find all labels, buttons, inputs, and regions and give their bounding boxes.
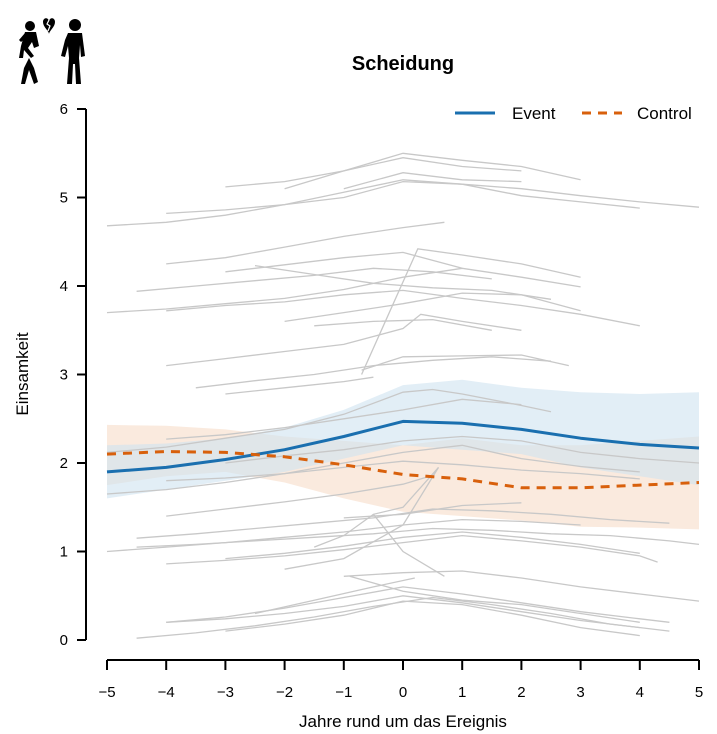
legend-control-label: Control <box>637 104 692 123</box>
trajectory-line <box>225 600 640 637</box>
x-tick-label: 5 <box>695 684 703 701</box>
x-axis-title: Jahre rund um das Ereignis <box>299 712 507 731</box>
y-tick-label: 4 <box>60 278 68 295</box>
series-lines <box>106 419 700 490</box>
trajectory-line <box>284 152 581 190</box>
trajectory-line <box>106 444 640 495</box>
y-tick-label: 1 <box>60 544 68 561</box>
x-tick-label: 4 <box>636 684 644 701</box>
trajectory-line <box>106 388 552 454</box>
trajectory-line <box>166 398 522 440</box>
trajectory-line <box>225 251 463 273</box>
trajectory-line <box>166 534 658 565</box>
divorce-couple-icon <box>19 18 85 84</box>
trajectory-line <box>136 267 492 292</box>
trajectory-line <box>284 292 581 323</box>
x-tick-label: 3 <box>576 684 584 701</box>
trajectory-line <box>343 502 522 519</box>
trajectory-line <box>166 595 640 629</box>
y-tick-label: 5 <box>60 190 68 207</box>
trajectory-line <box>225 376 374 395</box>
legend: Event Control <box>455 104 692 123</box>
trajectory-line <box>136 527 700 548</box>
trajectory-line <box>372 513 445 577</box>
chart-title: Scheidung <box>352 53 454 75</box>
trajectory-line <box>106 179 640 227</box>
x-tick-label: −1 <box>335 684 352 701</box>
trajectory-line <box>343 570 700 602</box>
trajectory-line <box>361 248 581 375</box>
trajectory-line <box>225 157 522 188</box>
y-tick-label: 3 <box>60 367 68 384</box>
y-tick-label: 6 <box>60 101 68 118</box>
trajectory-line <box>284 467 440 570</box>
y-tick-label: 0 <box>60 632 68 649</box>
trajectory-line <box>166 289 640 327</box>
trajectory-line <box>106 267 581 314</box>
trajectory-line <box>361 354 569 371</box>
x-tick-label: −3 <box>217 684 234 701</box>
trajectory-line <box>166 474 433 517</box>
trajectory-line <box>343 172 522 190</box>
trajectory-line <box>225 531 640 560</box>
trajectory-line <box>136 596 670 639</box>
ci-band-event <box>107 379 699 499</box>
x-tick-label: −2 <box>276 684 293 701</box>
x-tick-label: 1 <box>458 684 466 701</box>
trajectory-line <box>349 575 640 623</box>
x-tick-label: 0 <box>399 684 407 701</box>
trajectory-line <box>166 460 640 482</box>
trajectory-line <box>314 318 492 331</box>
x-tick-label: 2 <box>517 684 525 701</box>
y-tick-label: 2 <box>60 455 68 472</box>
series-line-control <box>106 450 700 490</box>
trajectory-line <box>195 356 552 389</box>
individual-trajectories <box>106 152 700 639</box>
trajectory-line <box>166 221 445 265</box>
legend-event-label: Event <box>512 104 556 123</box>
trajectory-line <box>254 577 415 615</box>
x-tick-label: −5 <box>98 684 115 701</box>
confidence-bands <box>107 379 699 530</box>
trajectory-line <box>225 435 700 464</box>
trajectory-line <box>166 586 670 623</box>
trajectory-line <box>166 313 522 367</box>
series-line-event <box>106 419 700 474</box>
x-tick-label: −4 <box>158 684 175 701</box>
trajectory-line <box>136 508 670 539</box>
axes: 0 1 2 3 4 5 6 −5 −4 −3 −2 −1 0 1 2 3 4 5 <box>60 101 704 701</box>
trajectory-line <box>254 264 552 300</box>
trajectory-line <box>106 518 581 553</box>
y-axis-title: Einsamkeit <box>13 332 32 415</box>
trajectory-line <box>166 180 700 215</box>
